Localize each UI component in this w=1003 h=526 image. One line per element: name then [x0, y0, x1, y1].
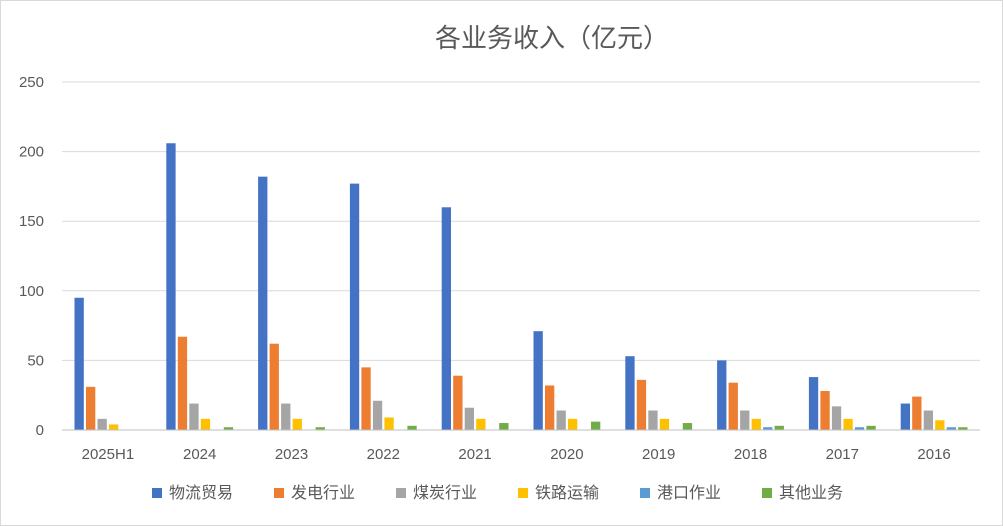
x-tick-label: 2020	[550, 446, 583, 463]
legend-label: 其他业务	[779, 483, 843, 502]
y-axis-ticks: 0 50 100 150 200 250	[19, 74, 44, 439]
bar	[763, 427, 773, 430]
legend-item: 其他业务	[762, 483, 843, 502]
bar	[958, 427, 968, 430]
bar	[189, 403, 199, 430]
bar	[361, 367, 371, 430]
bar	[740, 410, 750, 430]
bar	[591, 421, 601, 430]
bar	[728, 382, 738, 430]
bar	[258, 176, 268, 430]
bar	[177, 336, 188, 430]
x-tick-label: 2021	[458, 446, 491, 463]
bar	[556, 410, 566, 430]
bar	[200, 418, 211, 430]
bar	[166, 143, 176, 430]
bar	[636, 379, 647, 430]
y-tick-label: 0	[36, 422, 44, 439]
x-tick-label: 2018	[734, 446, 767, 463]
legend-label: 物流贸易	[169, 483, 233, 502]
legend-label: 铁路运输	[535, 483, 599, 502]
bar	[843, 418, 853, 430]
bar	[464, 407, 474, 430]
legend-item: 物流贸易	[152, 483, 233, 502]
bar	[349, 183, 360, 430]
bar	[717, 360, 727, 430]
bar	[223, 427, 234, 430]
y-tick-label: 50	[27, 352, 44, 369]
legend-swatch	[640, 488, 650, 498]
bar	[407, 425, 417, 430]
x-tick-label: 2024	[183, 446, 216, 463]
bar	[808, 377, 819, 430]
bar	[281, 403, 291, 430]
x-tick-label: 2019	[642, 446, 675, 463]
legend-item: 铁路运输	[518, 483, 599, 502]
bar	[659, 418, 670, 430]
bar	[109, 424, 119, 430]
bar	[831, 406, 842, 430]
bar	[946, 427, 956, 430]
legend-label: 煤炭行业	[413, 483, 477, 502]
bar	[86, 386, 96, 430]
legend-item: 港口作业	[640, 483, 721, 502]
y-tick-label: 100	[19, 283, 44, 300]
x-tick-label: 2023	[275, 446, 308, 463]
legend-label: 发电行业	[291, 483, 355, 502]
bar	[372, 400, 383, 430]
chart-title: 各业务收入（亿元）	[435, 24, 669, 54]
legend-label: 港口作业	[657, 483, 721, 502]
bars	[74, 143, 968, 430]
gridlines	[62, 81, 980, 361]
bar	[935, 420, 945, 430]
legend-item: 煤炭行业	[396, 483, 477, 502]
bar	[625, 356, 635, 430]
bar	[545, 385, 555, 430]
bar	[533, 331, 543, 430]
y-tick-label: 200	[19, 144, 44, 161]
bar	[866, 425, 876, 430]
bar	[499, 423, 509, 430]
bar	[774, 425, 784, 430]
legend-swatch	[274, 488, 284, 498]
bar	[820, 391, 830, 430]
x-tick-label: 2016	[917, 446, 950, 463]
legend-swatch	[152, 488, 162, 498]
bar	[682, 423, 693, 430]
bar	[854, 427, 865, 430]
x-axis-ticks: 2025H1 2024 2023 2022 2021 2020 2019 2018 2017 20…	[82, 446, 951, 463]
x-tick-label: 2017	[826, 446, 859, 463]
bar	[912, 396, 922, 430]
legend-swatch	[396, 488, 406, 498]
bar	[441, 207, 451, 430]
bar	[292, 418, 302, 430]
x-tick-label: 2025H1	[82, 446, 135, 463]
bar	[97, 418, 107, 430]
bar	[476, 418, 486, 430]
bar	[74, 297, 84, 430]
legend-swatch	[762, 488, 772, 498]
bar	[384, 417, 394, 430]
legend: 物流贸易 发电行业 煤炭行业 铁路运输 港口作业 其他业务	[152, 483, 843, 502]
bar	[900, 403, 910, 430]
bar	[568, 418, 578, 430]
bar	[453, 375, 463, 430]
x-tick-label: 2022	[367, 446, 400, 463]
legend-swatch	[518, 488, 528, 498]
y-tick-label: 250	[19, 74, 44, 91]
bar	[923, 410, 933, 430]
bar	[648, 410, 658, 430]
y-tick-label: 150	[19, 213, 44, 230]
bar	[751, 418, 761, 430]
legend-item: 发电行业	[274, 483, 355, 502]
bar	[269, 343, 279, 430]
bar	[315, 427, 325, 430]
